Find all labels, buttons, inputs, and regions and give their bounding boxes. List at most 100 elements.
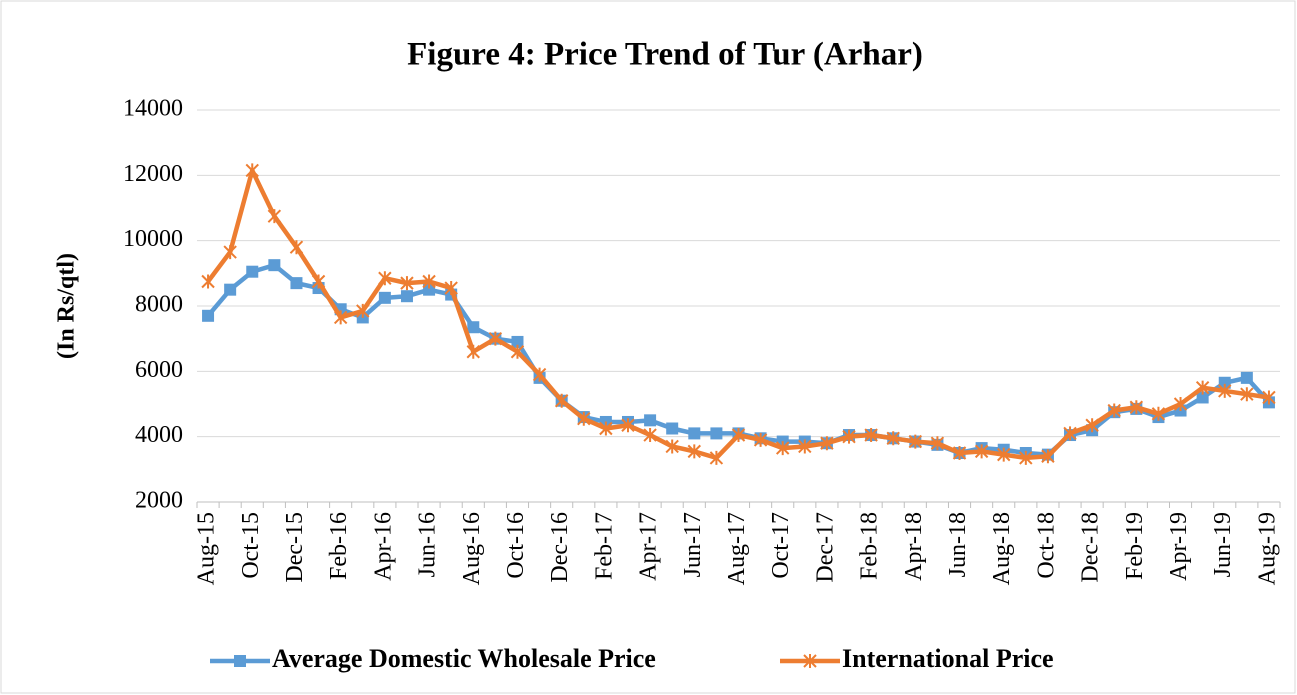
marker	[1107, 403, 1121, 418]
x-tick-label: Oct-17	[768, 512, 794, 579]
x-tick-label: Dec-18	[1078, 512, 1104, 583]
marker	[422, 274, 436, 289]
marker	[224, 283, 237, 296]
x-tick-label: Oct-15	[238, 512, 264, 579]
marker	[577, 411, 591, 426]
marker	[1063, 426, 1077, 441]
marker	[289, 240, 304, 255]
x-tick-label: Apr-19	[1166, 512, 1192, 581]
marker	[731, 428, 746, 443]
marker	[488, 331, 503, 346]
marker	[1129, 400, 1144, 415]
y-tick-label: 14000	[123, 96, 183, 122]
marker	[532, 367, 547, 382]
series	[201, 163, 1276, 465]
marker	[1196, 391, 1209, 404]
marker	[1218, 376, 1231, 389]
marker	[908, 434, 923, 449]
marker	[820, 436, 834, 451]
marker	[290, 277, 303, 290]
marker	[798, 439, 812, 454]
marker	[666, 422, 679, 435]
legend-label: Average Domestic Wholesale Price	[272, 644, 656, 673]
marker	[599, 421, 613, 436]
marker	[709, 450, 724, 465]
marker	[201, 274, 215, 289]
marker	[467, 321, 480, 334]
marker	[710, 427, 723, 440]
marker	[842, 429, 856, 444]
marker	[1195, 380, 1210, 395]
marker	[1218, 383, 1232, 398]
marker	[444, 281, 458, 296]
x-tick-label: Apr-16	[370, 512, 396, 581]
x-tick-label: Aug-17	[724, 512, 750, 585]
x-tick-label: Aug-15	[194, 512, 220, 585]
marker	[687, 444, 702, 459]
marker	[378, 291, 391, 304]
x-tick-label: Jun-16	[415, 512, 441, 577]
chart-title: Figure 4: Price Trend of Tur (Arhar)	[407, 37, 923, 73]
marker	[245, 163, 259, 178]
y-tick-label: 8000	[135, 292, 183, 318]
marker	[202, 309, 215, 322]
marker	[510, 344, 525, 359]
x-tick-label: Oct-18	[1033, 512, 1059, 579]
marker	[333, 310, 348, 325]
y-tick-label: 4000	[135, 422, 183, 448]
x-tick-label: Apr-18	[901, 512, 927, 581]
x-tick-label: Feb-18	[857, 512, 883, 580]
marker	[223, 245, 237, 260]
x-tick-label: Feb-16	[326, 512, 352, 580]
marker	[378, 271, 392, 286]
x-tick-label: Aug-19	[1254, 512, 1280, 585]
marker	[311, 274, 326, 289]
x-tick-label: Dec-16	[547, 512, 573, 583]
marker	[423, 283, 436, 296]
marker	[803, 654, 817, 668]
x-tick-label: Feb-19	[1122, 512, 1148, 580]
x-tick-label: Aug-16	[459, 512, 485, 585]
marker	[267, 209, 282, 224]
marker	[554, 393, 569, 408]
marker	[511, 335, 524, 348]
marker	[466, 344, 480, 359]
y-tick-label: 6000	[135, 357, 183, 383]
marker	[1151, 406, 1166, 421]
marker	[268, 259, 281, 272]
marker	[400, 276, 414, 291]
marker	[246, 265, 259, 278]
marker	[775, 441, 790, 456]
x-tick-label: Oct-16	[503, 512, 529, 579]
marker	[952, 446, 967, 460]
x-tick-label: Dec-15	[282, 512, 308, 583]
legend-label: International Price	[842, 644, 1054, 673]
marker	[1019, 450, 1033, 465]
marker	[644, 414, 657, 427]
y-axis-title: (In Rs/qtl)	[54, 253, 80, 359]
x-tick-label: Feb-17	[591, 512, 617, 580]
marker	[400, 290, 413, 303]
y-tick-label: 10000	[123, 226, 183, 252]
marker	[886, 431, 900, 446]
marker	[864, 428, 878, 443]
marker	[688, 427, 701, 440]
marker	[665, 439, 679, 454]
x-tick-label: Jun-19	[1210, 512, 1236, 577]
marker	[621, 418, 635, 433]
marker	[1262, 390, 1276, 405]
marker	[974, 444, 989, 459]
marker	[930, 436, 945, 451]
x-tick-label: Jun-17	[680, 512, 706, 577]
x-tick-label: Dec-17	[812, 512, 838, 583]
y-tick-label: 2000	[135, 488, 183, 514]
marker	[1085, 418, 1099, 433]
x-tick-label: Aug-18	[989, 512, 1015, 585]
marker	[997, 447, 1011, 462]
y-tick-label: 12000	[123, 161, 183, 187]
marker	[356, 303, 370, 318]
marker	[1041, 449, 1055, 464]
marker	[234, 655, 246, 667]
